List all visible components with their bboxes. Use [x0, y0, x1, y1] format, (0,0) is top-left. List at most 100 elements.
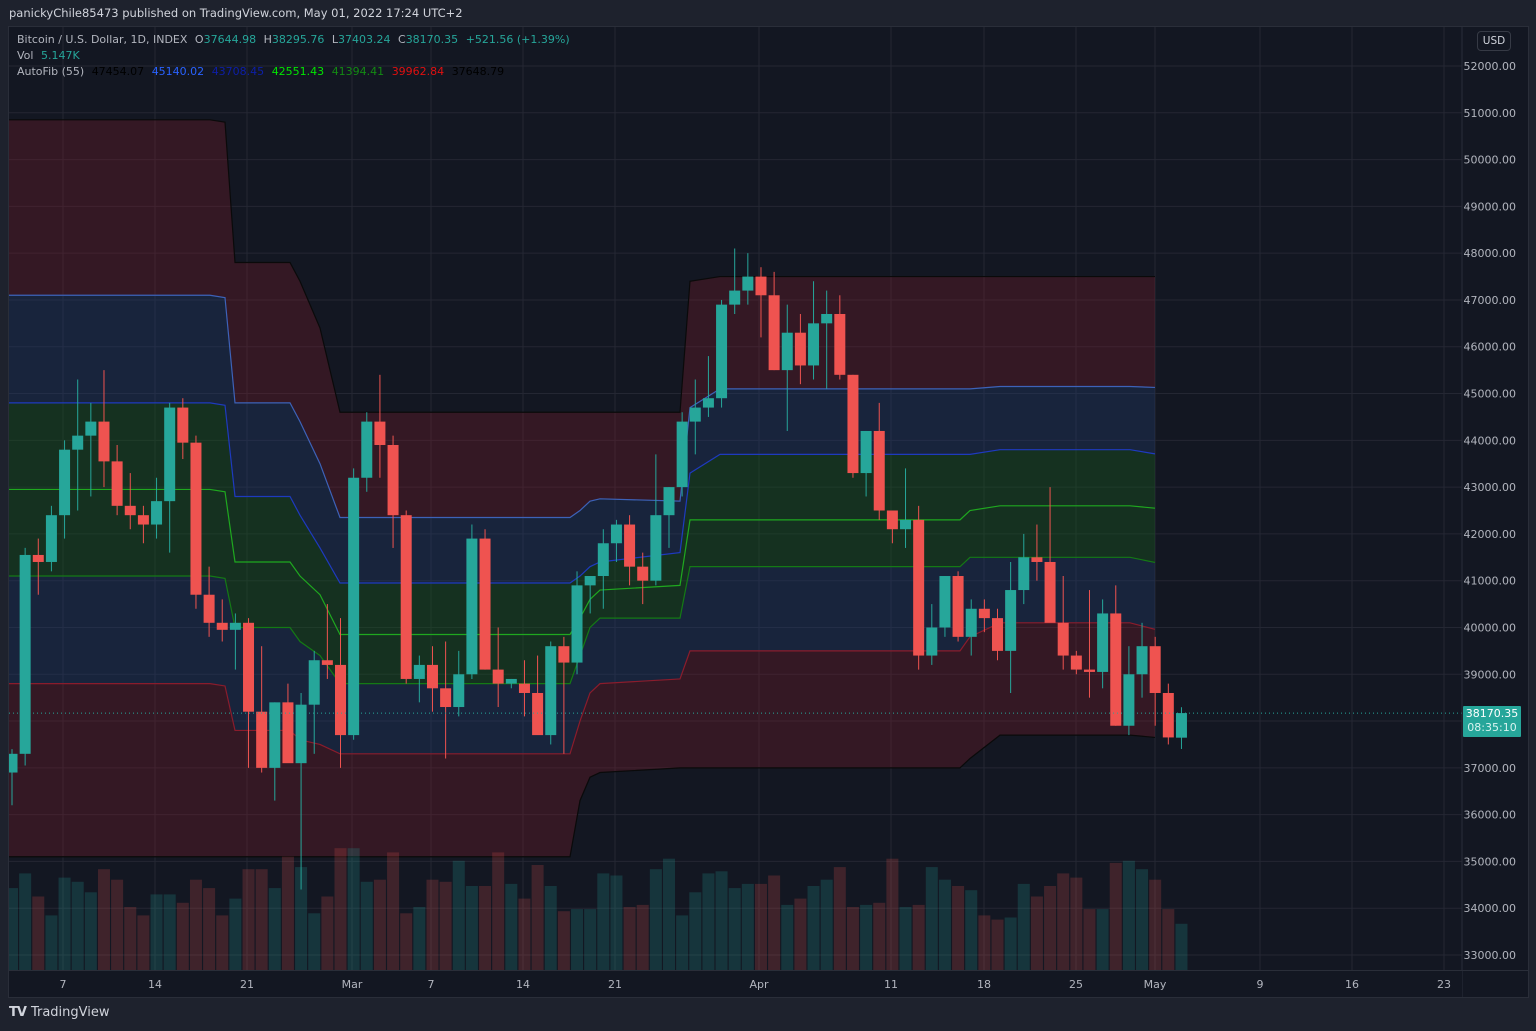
- candle-body: [335, 664, 346, 736]
- price-tick: 42000.00: [1464, 528, 1517, 541]
- autofib-line: [9, 622, 1156, 755]
- volume-bar: [255, 869, 268, 970]
- price-tick: 40000.00: [1464, 621, 1517, 634]
- time-tick: 9: [1257, 978, 1264, 991]
- volume-bar: [1083, 909, 1096, 970]
- volume-bar: [32, 896, 45, 970]
- autofib-label[interactable]: AutoFib (55): [17, 65, 85, 78]
- candle-body: [32, 554, 44, 562]
- volume-bar: [1017, 883, 1030, 970]
- chart-legend: Bitcoin / U.S. Dollar, 1D, INDEX O37644.…: [17, 32, 574, 80]
- time-axis[interactable]: [9, 971, 1462, 997]
- volume-bar: [741, 883, 754, 970]
- time-tick: Mar: [342, 978, 363, 991]
- volume-bar: [768, 875, 781, 970]
- price-tick: 49000.00: [1464, 200, 1517, 213]
- price-axis[interactable]: [1462, 27, 1528, 970]
- bar-countdown: 08:35:10: [1467, 721, 1517, 734]
- volume-bar: [754, 883, 767, 970]
- candle-body: [808, 323, 820, 366]
- volume-bar: [820, 879, 833, 970]
- candle-body: [137, 515, 149, 525]
- candle-body: [400, 515, 412, 679]
- volume-bar: [203, 888, 216, 970]
- high-label: H: [263, 33, 272, 46]
- candle-body: [72, 435, 84, 450]
- autofib-band: [9, 295, 1155, 584]
- candle-body: [545, 646, 557, 736]
- volume-bar: [1030, 896, 1043, 970]
- autofib-value: 39962.84: [391, 65, 445, 78]
- symbol-name[interactable]: Bitcoin / U.S. Dollar, 1D, INDEX: [17, 33, 188, 46]
- candle-body: [952, 576, 964, 637]
- volume-bar: [189, 879, 202, 970]
- candle-body: [742, 276, 754, 291]
- candle-body: [282, 702, 294, 764]
- candle-body: [177, 407, 189, 443]
- time-tick: 14: [516, 978, 530, 991]
- candle-body: [702, 398, 714, 408]
- autofib-band: [9, 119, 1155, 518]
- candle-body: [1070, 655, 1082, 670]
- candle-body: [729, 290, 741, 305]
- last-price: 38170.35: [1465, 707, 1519, 720]
- tradingview-mark-icon: TV: [9, 1005, 27, 1020]
- vol-label[interactable]: Vol: [17, 49, 34, 62]
- volume-bar: [584, 909, 597, 970]
- vol-value: 5.147K: [40, 49, 80, 62]
- tradingview-logo[interactable]: TV TradingView: [9, 1005, 109, 1020]
- candle-body: [584, 576, 596, 586]
- volume-bar: [571, 909, 584, 970]
- volume-bar: [1004, 917, 1017, 970]
- price-tick: 34000.00: [1464, 902, 1517, 915]
- volume-bar: [1044, 886, 1057, 970]
- close-label: C: [398, 33, 406, 46]
- candle-body: [229, 622, 241, 630]
- volume-bar: [465, 886, 478, 970]
- volume-bar: [728, 888, 741, 970]
- currency-button[interactable]: USD: [1477, 31, 1511, 51]
- candle-body: [1097, 613, 1109, 672]
- volume-bar: [938, 879, 951, 970]
- candle-body: [650, 515, 662, 581]
- candle-body: [256, 711, 268, 768]
- autofib-value: 41394.41: [331, 65, 385, 78]
- price-tick: 45000.00: [1464, 388, 1517, 401]
- candle-body: [308, 660, 320, 705]
- candle-body: [440, 688, 452, 708]
- volume-bar: [991, 919, 1004, 970]
- candle-body: [492, 669, 504, 684]
- volume-bar: [952, 886, 965, 970]
- volume-bar: [137, 915, 150, 970]
- chart-frame[interactable]: [8, 26, 1529, 998]
- volume-bar: [1136, 869, 1149, 970]
- candle-body: [571, 585, 583, 663]
- volume-bar: [347, 848, 360, 970]
- volume-bar: [1096, 909, 1109, 970]
- candle-body: [348, 477, 360, 736]
- volume-bar: [308, 913, 321, 970]
- autofib-line: [9, 488, 1156, 636]
- candle-body: [1162, 692, 1174, 738]
- volume-bar: [899, 907, 912, 970]
- candle-body: [387, 444, 399, 516]
- candle-body: [1018, 557, 1030, 591]
- time-tick: 16: [1345, 978, 1359, 991]
- candle-body: [781, 332, 793, 371]
- volume-bar: [452, 860, 465, 970]
- candle-body: [111, 461, 123, 506]
- price-tick: 41000.00: [1464, 575, 1517, 588]
- candle-body: [926, 627, 938, 656]
- candle-body: [716, 304, 728, 399]
- price-tick: 39000.00: [1464, 668, 1517, 681]
- candle-body: [532, 692, 544, 736]
- volume-bar: [873, 902, 886, 970]
- volume-bar: [978, 915, 991, 970]
- candle-body: [558, 646, 570, 663]
- candle-body: [610, 524, 622, 544]
- candle-body: [755, 276, 767, 296]
- autofib-value: 43708.45: [211, 65, 265, 78]
- price-tick: 35000.00: [1464, 855, 1517, 868]
- last-price-tag: 38170.35 08:35:10: [1463, 706, 1521, 737]
